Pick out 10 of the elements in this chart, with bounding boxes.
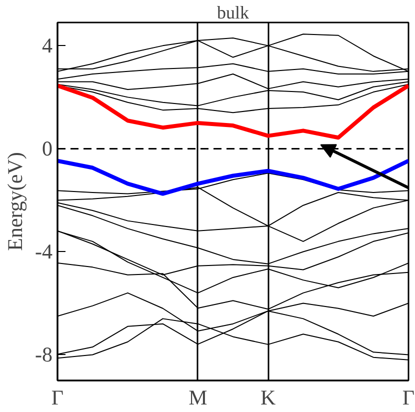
y-tick-label: -4 (35, 240, 53, 264)
y-tick-label: 0 (42, 136, 52, 161)
y-axis-title: Energy(eV) (3, 152, 28, 251)
y-tick-label: 4 (42, 34, 53, 58)
chart-title: bulk (217, 2, 250, 22)
y-tick-label: -8 (35, 342, 53, 367)
x-tick-label: K (260, 386, 276, 410)
x-tick-label: M (188, 386, 208, 410)
x-tick-label: Γ (51, 386, 64, 410)
x-tick-label: Γ (402, 386, 415, 410)
